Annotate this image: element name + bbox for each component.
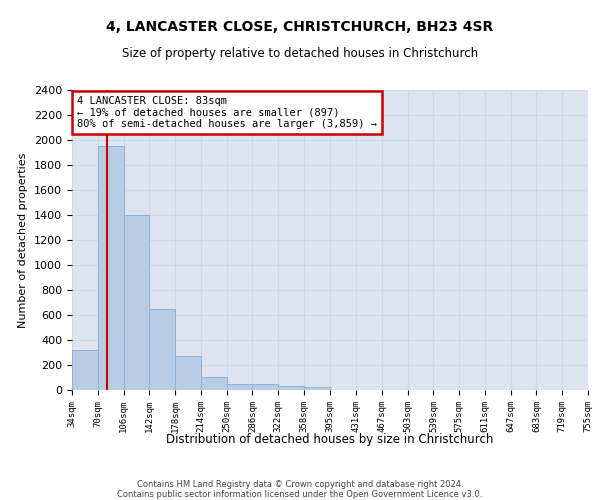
Bar	[175, 356, 201, 390]
Bar	[304, 387, 331, 390]
Bar	[201, 377, 227, 390]
Bar	[253, 384, 278, 390]
Bar	[124, 215, 149, 390]
Bar	[149, 308, 175, 390]
Text: Size of property relative to detached houses in Christchurch: Size of property relative to detached ho…	[122, 48, 478, 60]
Y-axis label: Number of detached properties: Number of detached properties	[19, 152, 28, 328]
Bar	[98, 146, 124, 390]
Bar	[227, 384, 253, 390]
Bar	[278, 386, 304, 390]
Text: 4, LANCASTER CLOSE, CHRISTCHURCH, BH23 4SR: 4, LANCASTER CLOSE, CHRISTCHURCH, BH23 4…	[106, 20, 494, 34]
Bar	[72, 350, 98, 390]
Text: 4 LANCASTER CLOSE: 83sqm
← 19% of detached houses are smaller (897)
80% of semi-: 4 LANCASTER CLOSE: 83sqm ← 19% of detach…	[77, 96, 377, 129]
Text: Contains HM Land Registry data © Crown copyright and database right 2024.
Contai: Contains HM Land Registry data © Crown c…	[118, 480, 482, 500]
Text: Distribution of detached houses by size in Christchurch: Distribution of detached houses by size …	[166, 432, 494, 446]
